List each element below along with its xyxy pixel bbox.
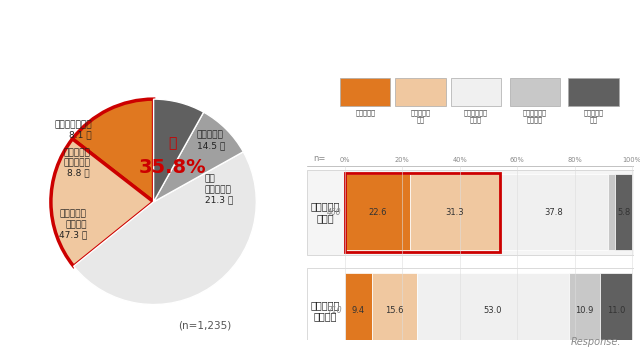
Text: 10.9: 10.9 xyxy=(575,306,594,315)
Text: n=: n= xyxy=(314,154,326,163)
Text: あてはまる: あてはまる xyxy=(355,109,375,115)
Text: テレワーク
経験者: テレワーク 経験者 xyxy=(310,201,340,223)
Text: 9.4: 9.4 xyxy=(351,306,365,315)
Bar xyxy=(410,174,500,250)
Bar xyxy=(307,269,634,351)
Text: やや
あてはまる
21.3 ％: やや あてはまる 21.3 ％ xyxy=(205,174,233,204)
Bar xyxy=(600,272,632,349)
Text: 35.8%: 35.8% xyxy=(138,158,206,178)
Bar xyxy=(396,78,446,106)
Bar xyxy=(451,78,501,106)
Text: 11.0: 11.0 xyxy=(607,306,625,315)
Text: Response.: Response. xyxy=(570,338,621,347)
Text: 37.8: 37.8 xyxy=(545,208,563,217)
Text: 計: 計 xyxy=(168,136,176,150)
Bar xyxy=(340,78,390,106)
Text: どちらともい
えない: どちらともい えない xyxy=(464,109,488,123)
Bar xyxy=(509,78,560,106)
Text: 31.3: 31.3 xyxy=(445,208,464,217)
Bar xyxy=(372,272,417,349)
Text: 22.6: 22.6 xyxy=(368,208,387,217)
Text: 5.8: 5.8 xyxy=(617,208,630,217)
Wedge shape xyxy=(74,152,256,305)
Text: どちらとも
いえない
47.3 ％: どちらとも いえない 47.3 ％ xyxy=(59,210,87,239)
Text: 20%: 20% xyxy=(395,157,410,163)
Wedge shape xyxy=(51,139,154,266)
Text: 15.6: 15.6 xyxy=(385,306,403,315)
Bar xyxy=(345,174,410,250)
Text: 0%: 0% xyxy=(339,157,350,163)
Bar xyxy=(500,174,608,250)
Bar xyxy=(345,272,372,349)
Text: あてはまる
14.5 ％: あてはまる 14.5 ％ xyxy=(196,131,225,150)
Wedge shape xyxy=(72,99,154,202)
Text: 60%: 60% xyxy=(509,157,524,163)
Bar xyxy=(307,170,634,254)
Bar xyxy=(417,272,569,349)
Text: 80%: 80% xyxy=(567,157,582,163)
Bar xyxy=(569,272,600,349)
Text: あまりあては
まらない: あまりあては まらない xyxy=(523,109,547,123)
Bar xyxy=(608,174,615,250)
Text: 100%: 100% xyxy=(623,157,640,163)
Text: ややあては
まる: ややあては まる xyxy=(411,109,431,123)
Bar xyxy=(345,173,500,252)
Text: (n=1,235): (n=1,235) xyxy=(179,320,232,330)
Text: あてはまら
ない: あてはまら ない xyxy=(584,109,604,123)
Bar xyxy=(615,174,632,250)
Wedge shape xyxy=(154,112,243,202)
Text: 53.0: 53.0 xyxy=(483,306,502,315)
Text: テレワークが可能な会社で働きたい（働き続けたい）: テレワークが可能な会社で働きたい（働き続けたい） xyxy=(179,20,461,39)
Text: あまりあて
はまらない
8.8 ％: あまりあて はまらない 8.8 ％ xyxy=(63,148,90,178)
Text: 460: 460 xyxy=(327,208,342,217)
Text: 710: 710 xyxy=(327,306,342,315)
Bar xyxy=(568,78,619,106)
Wedge shape xyxy=(154,99,204,202)
Text: 40%: 40% xyxy=(452,157,467,163)
Text: テレワーク
未経験者: テレワーク 未経験者 xyxy=(310,300,340,322)
Text: あてはまらない
8.1 ％: あてはまらない 8.1 ％ xyxy=(54,120,92,140)
